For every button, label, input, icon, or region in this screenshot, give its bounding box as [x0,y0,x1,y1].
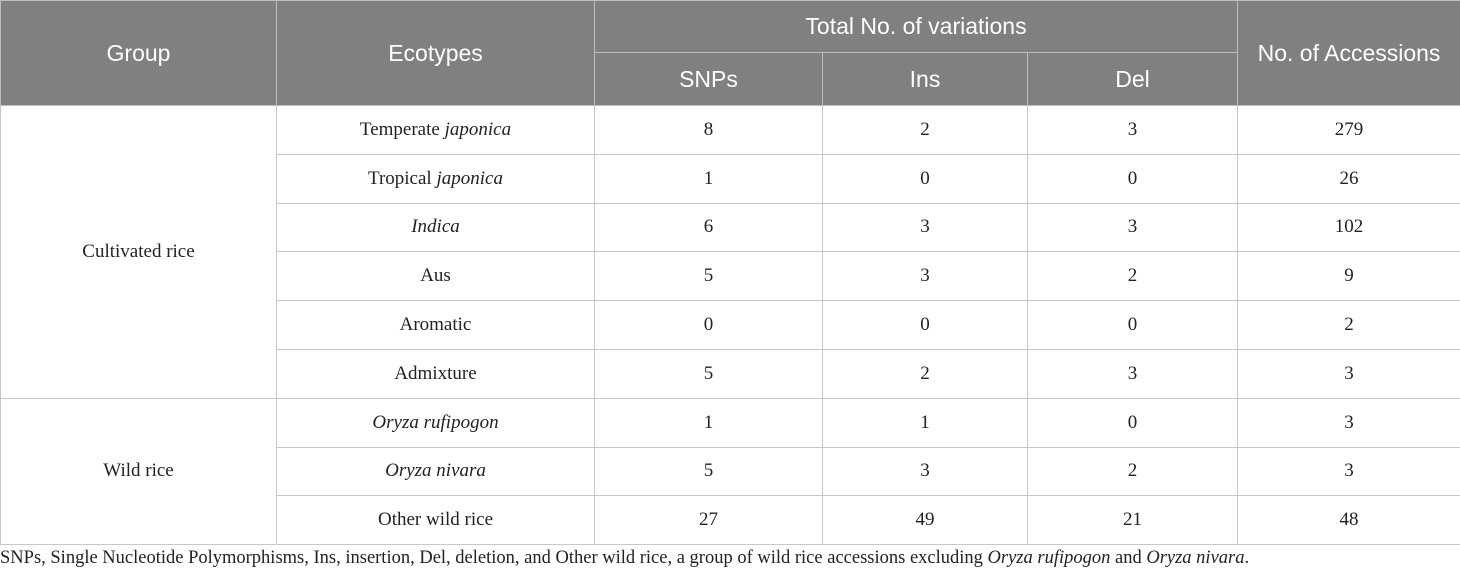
snps-cell: 0 [594,300,823,350]
del-cell: 0 [1026,300,1239,350]
accessions-cell: 48 [1237,495,1460,546]
del-cell: 2 [1026,446,1239,497]
snps-cell: 5 [594,348,823,399]
accessions-cell: 3 [1237,446,1460,497]
ecotype-cell: Aus [276,251,595,302]
header-total-variations: Total No. of variations [593,0,1239,53]
header-group: Group [0,0,277,106]
accessions-cell: 3 [1237,397,1460,448]
ecotype-cell: Admixture [276,348,595,399]
accessions-cell: 102 [1237,202,1460,253]
group-wild-rice: Wild rice [0,397,277,546]
table-row: Indica 6 3 3 102 [1,202,1460,253]
snps-cell: 5 [594,446,823,497]
ecotype-cell: Other wild rice [276,495,595,546]
ecotype-cell: Indica [276,202,595,253]
accessions-cell: 2 [1237,300,1460,350]
snps-cell: 1 [594,397,823,448]
del-cell: 3 [1026,202,1239,253]
snps-cell: 1 [594,153,823,204]
group-cultivated-rice: Cultivated rice [0,105,277,399]
header-ecotypes: Ecotypes [276,0,595,106]
ecotype-cell: Tropical japonica [276,153,595,204]
variation-table: Group Ecotypes Total No. of variations N… [0,0,1460,546]
ins-cell: 2 [822,105,1028,155]
ins-cell: 3 [822,251,1028,302]
del-cell: 0 [1026,397,1239,448]
table-row: Aromatic 0 0 0 2 [1,300,1460,350]
ecotype-cell: Oryza nivara [276,446,595,497]
table-row: Tropical japonica 1 0 0 26 [1,153,1460,204]
header-snps: SNPs [594,52,823,106]
accessions-cell: 9 [1237,251,1460,302]
table-body: Cultivated rice Temperate japonica 8 2 3… [0,105,1460,546]
ecotype-cell: Oryza rufipogon [276,397,595,448]
del-cell: 21 [1026,495,1239,546]
snps-cell: 6 [594,202,823,253]
table-row: Wild rice Oryza rufipogon 1 1 0 3 [0,397,1460,546]
del-cell: 2 [1026,251,1239,302]
header-ins: Ins [822,52,1028,106]
ins-cell: 49 [822,495,1028,546]
table-row: Cultivated rice Temperate japonica 8 2 3… [0,105,1460,399]
ecotype-cell: Aromatic [276,300,595,350]
header-accessions: No. of Accessions [1237,0,1460,106]
table-caption: SNPs, Single Nucleotide Polymorphisms, I… [0,548,1250,568]
snps-cell: 5 [594,251,823,302]
accessions-cell: 3 [1237,348,1460,399]
header-del: Del [1026,52,1239,106]
table-row: Other wild rice 27 49 21 48 [1,495,1460,546]
del-cell: 0 [1026,153,1239,204]
accessions-cell: 279 [1237,105,1460,155]
ins-cell: 1 [822,397,1028,448]
del-cell: 3 [1026,348,1239,399]
ins-cell: 3 [822,446,1028,497]
ins-cell: 2 [822,348,1028,399]
snps-cell: 8 [594,105,823,155]
ins-cell: 3 [822,202,1028,253]
ins-cell: 0 [822,153,1028,204]
ecotype-cell: Temperate japonica [276,105,595,155]
accessions-cell: 26 [1237,153,1460,204]
snps-cell: 27 [594,495,823,546]
ins-cell: 0 [822,300,1028,350]
del-cell: 3 [1026,105,1239,155]
